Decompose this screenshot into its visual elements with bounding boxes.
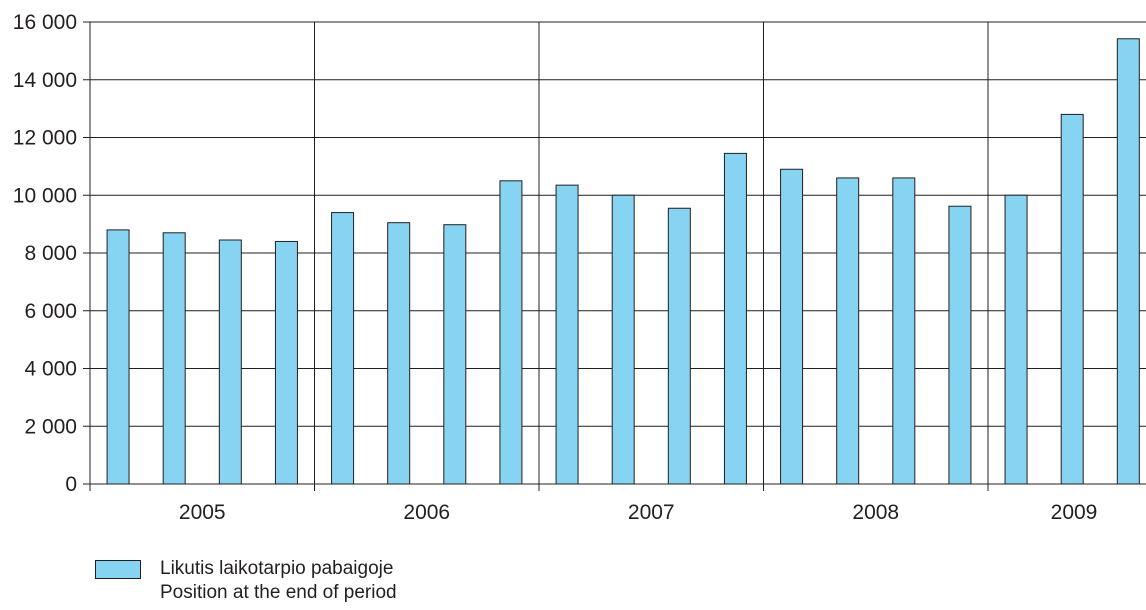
y-tick-label: 4 000 (24, 358, 77, 381)
bar (499, 180, 523, 485)
bar (836, 177, 860, 485)
y-tick-label: 8 000 (24, 242, 77, 265)
bar (667, 207, 691, 485)
bar (274, 240, 298, 485)
bar (555, 184, 579, 485)
bar (780, 168, 804, 485)
legend-label: Likutis laikotarpio pabaigoje Position a… (160, 557, 397, 605)
bar (106, 229, 130, 485)
bar-chart: 0 2 000 4 000 6 000 8 000 10 000 12 000 14 000 1… (13, 11, 1146, 524)
bar (443, 224, 467, 485)
legend-label-line2: Position at the end of period (160, 582, 397, 603)
legend-label-line1: Likutis laikotarpio pabaigoje (160, 558, 394, 579)
x-year-label: 2006 (403, 501, 450, 524)
bar (1116, 38, 1140, 485)
axes (83, 21, 1146, 491)
y-tick-label: 16 000 (13, 11, 77, 34)
y-tick-label: 0 (65, 473, 77, 496)
legend: Likutis laikotarpio pabaigoje Position a… (95, 557, 595, 606)
bar (218, 239, 242, 485)
y-tick-label: 2 000 (24, 415, 77, 438)
legend-swatch (95, 560, 141, 579)
y-tick-label: 14 000 (13, 69, 77, 92)
bar (723, 152, 747, 485)
bars (106, 38, 1140, 485)
bar (892, 177, 916, 485)
x-year-labels: 2005 2006 2007 2008 2009 (179, 501, 1097, 524)
bar (948, 205, 972, 485)
x-year-label: 2005 (179, 501, 226, 524)
x-year-label: 2009 (1051, 501, 1098, 524)
y-tick-label: 12 000 (13, 127, 77, 150)
bar (1004, 194, 1028, 485)
x-year-label: 2008 (852, 501, 899, 524)
x-year-label: 2007 (628, 501, 675, 524)
y-tick-labels: 0 2 000 4 000 6 000 8 000 10 000 12 000 14 000 1… (13, 11, 77, 496)
y-tick-label: 6 000 (24, 300, 77, 323)
bar (387, 222, 411, 485)
bar (611, 194, 635, 485)
bar (162, 232, 186, 485)
y-tick-label: 10 000 (13, 184, 77, 207)
bar (331, 212, 355, 485)
bar (1060, 113, 1084, 485)
